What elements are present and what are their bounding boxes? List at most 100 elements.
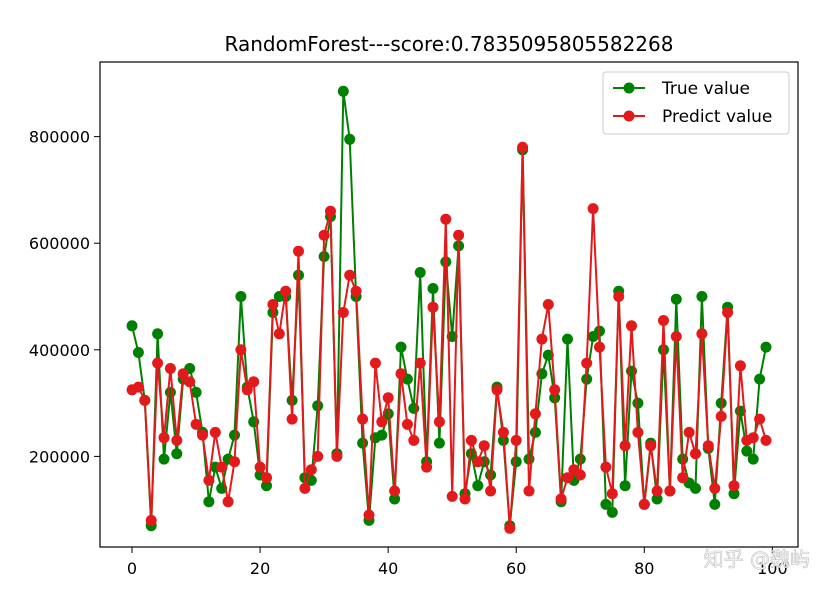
x-tick-label: 60 <box>506 559 526 578</box>
data-point <box>408 434 420 446</box>
data-point <box>702 440 714 452</box>
data-point <box>754 373 766 385</box>
data-point <box>395 341 407 353</box>
data-point <box>581 357 593 369</box>
data-point <box>664 485 676 497</box>
data-point <box>337 85 349 97</box>
data-point <box>574 469 586 481</box>
data-point <box>267 299 279 310</box>
data-point <box>139 394 151 406</box>
data-point <box>690 448 701 460</box>
data-point <box>369 357 381 369</box>
data-point <box>235 291 247 302</box>
data-point <box>216 461 228 473</box>
data-point <box>261 480 272 492</box>
data-point <box>177 368 189 380</box>
data-point <box>587 203 599 215</box>
data-point <box>658 344 669 356</box>
series-line <box>131 146 767 530</box>
data-point <box>203 496 215 508</box>
series-predict-value <box>126 141 772 534</box>
data-point <box>632 397 644 409</box>
data-point <box>376 429 388 441</box>
data-point <box>241 384 253 396</box>
data-point <box>357 413 369 425</box>
legend-label: Predict value <box>662 107 772 127</box>
data-point <box>734 360 746 372</box>
data-point <box>344 269 356 281</box>
data-point <box>229 456 240 468</box>
y-tick-label: 200000 <box>29 447 90 466</box>
data-point <box>606 506 618 518</box>
data-point <box>600 498 612 510</box>
data-point <box>600 461 612 473</box>
data-point <box>638 498 650 510</box>
data-point <box>632 426 644 438</box>
plot-frame <box>99 61 799 548</box>
data-point <box>619 480 631 492</box>
data-point <box>670 293 682 305</box>
data-point <box>357 437 369 449</box>
data-point <box>344 133 356 145</box>
data-point <box>478 440 490 452</box>
y-tick-label: 400000 <box>29 341 90 360</box>
x-tick-label: 0 <box>127 559 137 578</box>
data-point <box>184 376 196 388</box>
data-point <box>594 341 605 353</box>
series-layer <box>126 85 772 534</box>
legend-marker <box>623 110 635 122</box>
data-point <box>305 464 317 476</box>
data-point <box>696 328 708 340</box>
data-point <box>446 490 458 502</box>
data-point <box>427 283 439 294</box>
data-point <box>222 496 234 508</box>
x-tick-label: 40 <box>378 559 398 578</box>
data-point <box>363 509 375 521</box>
data-point <box>491 384 503 396</box>
data-point <box>248 376 260 388</box>
data-point <box>132 381 144 393</box>
data-point <box>465 434 477 446</box>
data-point <box>312 400 324 412</box>
data-point <box>683 426 695 438</box>
data-point <box>658 315 669 326</box>
data-point <box>709 482 721 494</box>
data-point <box>414 267 426 278</box>
data-point <box>280 285 292 297</box>
data-point <box>261 472 272 484</box>
data-point <box>325 205 336 217</box>
data-point <box>619 440 631 452</box>
data-point <box>414 357 426 369</box>
data-point <box>715 410 727 422</box>
data-point <box>517 141 529 153</box>
data-point <box>651 485 663 497</box>
watermark-text: 知乎 @魏屿 <box>704 547 810 571</box>
data-point <box>606 488 618 500</box>
x-tick-label: 20 <box>250 559 270 578</box>
data-point <box>459 493 471 505</box>
data-point <box>389 493 401 505</box>
data-point <box>331 450 343 462</box>
data-point <box>542 299 554 310</box>
data-point <box>562 472 573 484</box>
x-tick-label: 80 <box>634 559 654 578</box>
data-point <box>728 488 740 500</box>
data-point <box>421 461 433 473</box>
data-point <box>754 413 766 425</box>
data-point <box>293 245 304 257</box>
data-point <box>286 413 298 425</box>
data-point <box>158 453 170 465</box>
chart-title: RandomForest---score:0.7835095805582268 <box>225 32 674 56</box>
data-point <box>510 456 522 468</box>
data-point <box>299 482 311 494</box>
data-point <box>254 461 266 473</box>
data-point <box>389 485 401 497</box>
data-point <box>760 341 772 353</box>
data-point <box>395 368 407 380</box>
data-point <box>709 498 721 510</box>
data-point <box>536 333 548 345</box>
data-point <box>318 229 330 241</box>
data-point <box>741 445 753 457</box>
data-point <box>497 426 509 438</box>
